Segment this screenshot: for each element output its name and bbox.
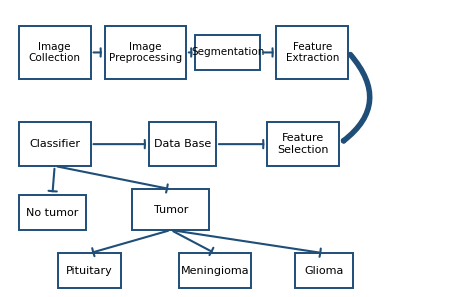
FancyBboxPatch shape — [58, 253, 121, 288]
Text: Feature
Extraction: Feature Extraction — [286, 42, 339, 63]
Text: Data Base: Data Base — [154, 139, 211, 149]
FancyBboxPatch shape — [195, 35, 260, 70]
Text: No tumor: No tumor — [26, 208, 79, 217]
FancyBboxPatch shape — [18, 26, 91, 79]
Text: Meningioma: Meningioma — [181, 266, 249, 276]
Text: Segmentation: Segmentation — [191, 48, 264, 57]
FancyBboxPatch shape — [267, 122, 339, 166]
Text: Feature
Selection: Feature Selection — [277, 133, 329, 155]
FancyBboxPatch shape — [295, 253, 353, 288]
Text: Glioma: Glioma — [304, 266, 344, 276]
Text: Image
Collection: Image Collection — [28, 42, 81, 63]
FancyBboxPatch shape — [18, 122, 91, 166]
FancyBboxPatch shape — [276, 26, 348, 79]
FancyBboxPatch shape — [179, 253, 251, 288]
FancyBboxPatch shape — [149, 122, 216, 166]
FancyArrowPatch shape — [344, 55, 370, 141]
Text: Tumor: Tumor — [154, 205, 188, 215]
FancyBboxPatch shape — [132, 189, 209, 230]
FancyBboxPatch shape — [18, 195, 86, 230]
Text: Classifier: Classifier — [29, 139, 80, 149]
Text: Pituitary: Pituitary — [66, 266, 113, 276]
FancyBboxPatch shape — [105, 26, 186, 79]
Text: Image
Preprocessing: Image Preprocessing — [109, 42, 182, 63]
